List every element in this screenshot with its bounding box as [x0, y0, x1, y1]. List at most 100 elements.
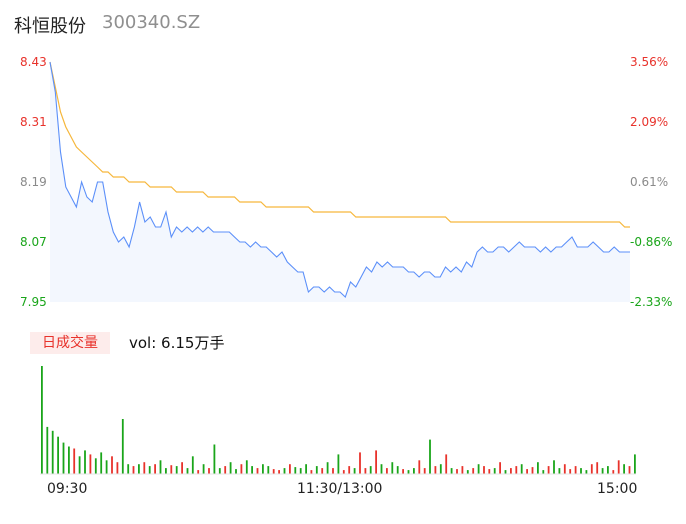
volume-bar — [601, 468, 604, 474]
percent-tick: -2.33% — [630, 295, 673, 309]
volume-bar — [262, 464, 264, 474]
volume-bar — [623, 464, 625, 474]
volume-bar — [580, 468, 582, 474]
volume-bar — [224, 466, 227, 474]
volume-bar — [342, 470, 345, 474]
volume-bar — [289, 464, 291, 474]
price-tick: 7.95 — [20, 295, 47, 309]
volume-bar — [402, 469, 404, 474]
percent-tick: -0.86% — [630, 235, 673, 249]
volume-bar — [461, 466, 464, 474]
volume-bar — [558, 468, 561, 474]
volume-bar — [78, 456, 81, 474]
volume-bar — [456, 469, 458, 474]
volume-bar — [391, 462, 394, 474]
volume-bar — [321, 468, 324, 474]
volume-bar — [574, 466, 577, 474]
time-tick: 15:00 — [597, 481, 638, 497]
volume-bar — [326, 462, 329, 474]
volume-bar — [617, 460, 620, 474]
volume-bar — [332, 468, 334, 474]
daily-volume-tab[interactable]: 日成交量 — [30, 332, 110, 354]
volume-bar — [413, 468, 415, 474]
volume-bar — [483, 466, 485, 474]
volume-bar — [100, 452, 103, 474]
percent-tick: 2.09% — [630, 115, 669, 129]
volume-bar — [62, 442, 65, 474]
volume-bar — [380, 464, 383, 474]
volume-bar — [41, 366, 43, 474]
volume-bar — [607, 466, 609, 474]
volume-bar — [590, 464, 593, 474]
volume-bar — [493, 468, 496, 474]
volume-bar — [353, 468, 356, 474]
time-tick: 11:30/13:00 — [297, 481, 383, 497]
volume-bar — [634, 454, 636, 474]
volume-bar — [531, 467, 534, 474]
volume-bar — [256, 468, 259, 474]
volume-bar — [375, 450, 377, 474]
volume-bar — [537, 462, 539, 474]
volume-bar — [51, 430, 54, 474]
volume-bar — [272, 469, 275, 474]
stock-code: 300340.SZ — [102, 12, 201, 33]
volume-bar — [386, 468, 388, 474]
volume-bar — [159, 460, 162, 474]
volume-bar — [369, 466, 372, 474]
volume-bar — [294, 467, 297, 474]
volume-bar — [504, 470, 507, 474]
volume-bar — [245, 460, 248, 474]
volume-bar — [434, 466, 437, 474]
volume-bar — [46, 426, 49, 474]
volume-bar — [596, 462, 599, 474]
volume-bar — [472, 468, 475, 474]
volume-bar — [547, 466, 550, 474]
price-tick: 8.19 — [20, 175, 47, 189]
volume-bar — [111, 456, 113, 474]
volume-bar — [542, 470, 545, 474]
volume-bar — [553, 460, 555, 474]
volume-readout: vol: 6.15万手 — [129, 334, 225, 352]
volume-bar — [165, 468, 167, 474]
volume-bar — [520, 464, 523, 474]
volume-bar — [218, 468, 221, 474]
volume-bar — [73, 448, 76, 474]
volume-bar — [170, 465, 173, 474]
volume-bar — [305, 464, 307, 474]
volume-bar — [121, 419, 124, 474]
volume-bar — [202, 464, 205, 474]
volume-bar — [213, 444, 216, 474]
volume-bar — [116, 462, 119, 474]
volume-bar — [127, 464, 130, 474]
volume-bar — [315, 466, 318, 474]
volume-bar — [612, 470, 615, 474]
volume-bar — [89, 454, 92, 474]
volume-bar — [57, 436, 59, 474]
volume-bar — [84, 450, 86, 474]
volume-bar — [186, 468, 189, 474]
volume-bar — [175, 466, 178, 474]
volume-bar — [197, 470, 200, 474]
volume-bar — [138, 464, 140, 474]
price-tick: 8.31 — [20, 115, 47, 129]
price-line — [49, 61, 630, 298]
volume-bar — [477, 464, 480, 474]
volume-bar — [466, 470, 469, 474]
price-tick: 8.43 — [20, 55, 47, 69]
volume-bar — [143, 462, 146, 474]
volume-bar — [526, 469, 528, 474]
volume-bar — [267, 466, 270, 474]
volume-bar — [105, 460, 108, 474]
volume-bar — [181, 462, 183, 474]
volume-bar — [94, 458, 97, 474]
volume-bar — [235, 469, 237, 474]
volume-bar — [310, 470, 313, 474]
price-tick: 8.07 — [20, 235, 47, 249]
volume-bar — [515, 466, 518, 474]
volume-bar — [148, 466, 151, 474]
volume-bar — [510, 468, 512, 474]
volume-bar — [423, 468, 426, 474]
average-price-line — [49, 61, 630, 228]
volume-bar — [429, 439, 431, 474]
percent-tick: 3.56% — [630, 55, 669, 69]
